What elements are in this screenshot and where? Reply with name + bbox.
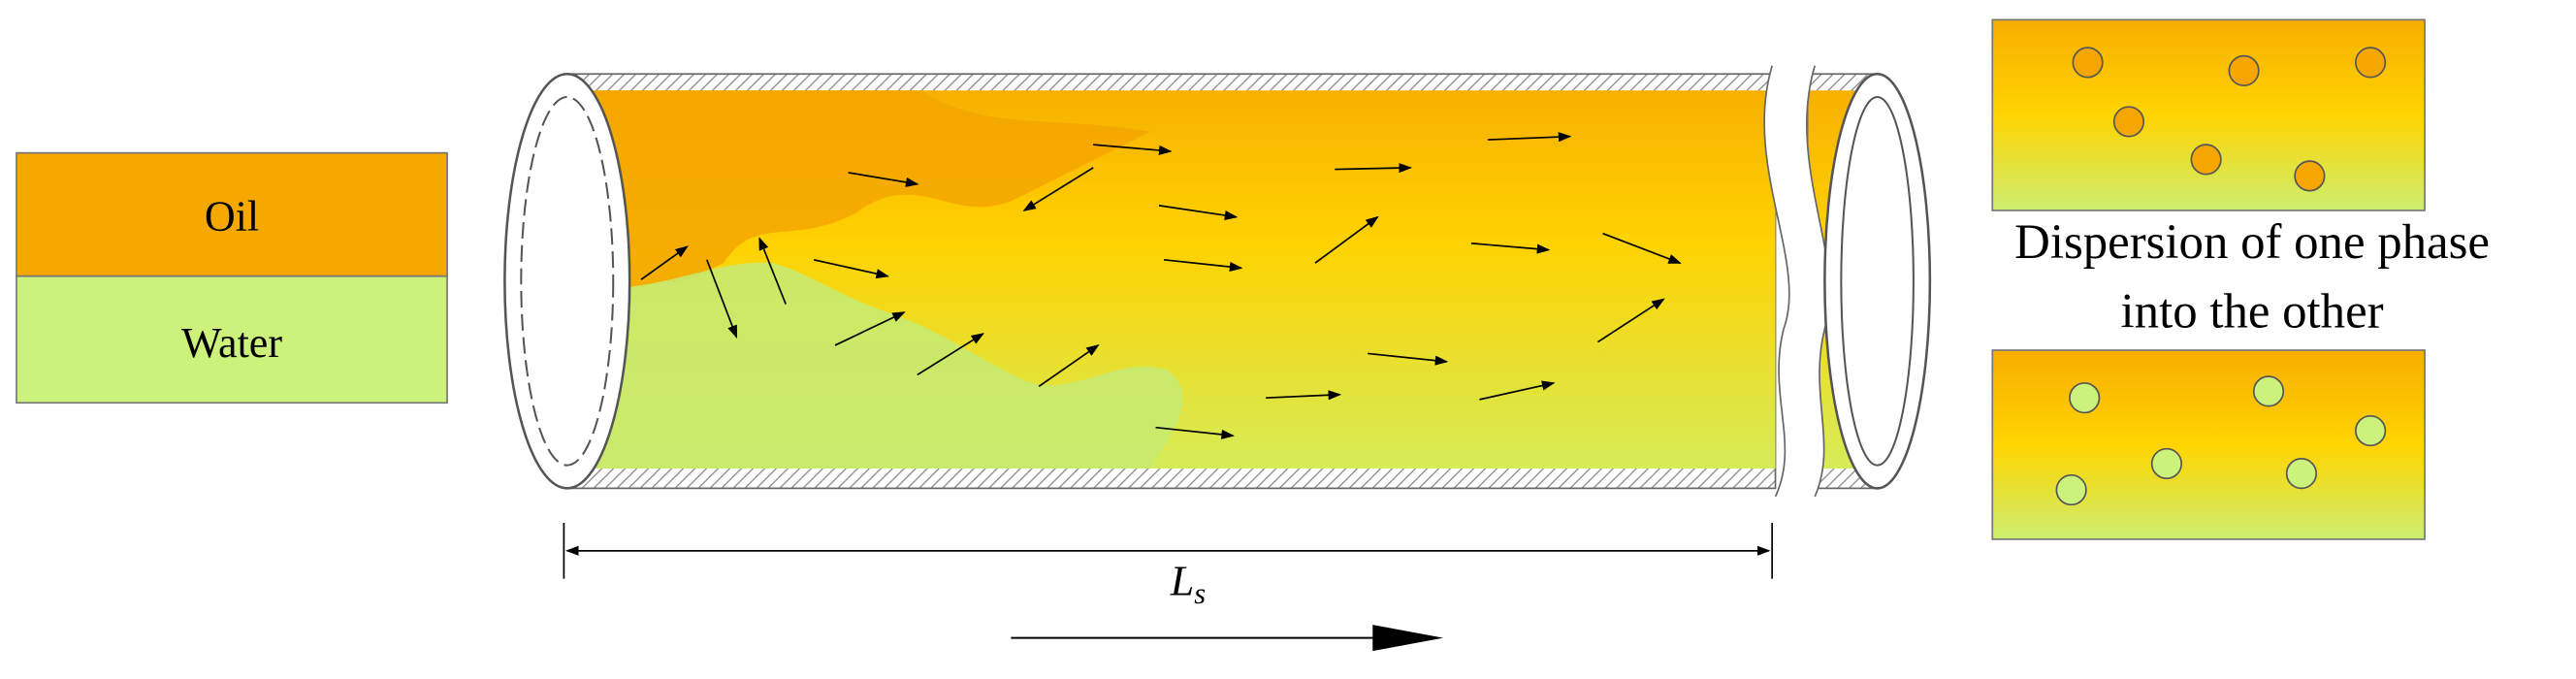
legend-water-swatch: [16, 275, 448, 404]
length-label-main: L: [1170, 558, 1195, 605]
caption-line-2: into the other: [2121, 283, 2384, 338]
flow-arrows: [640, 132, 1682, 439]
legend-water-label: Water: [181, 319, 282, 367]
oil-in-water-box: [1991, 18, 2426, 211]
length-label: Ls: [1170, 558, 1206, 610]
water-in-oil-box: [1991, 349, 2426, 540]
legend-oil-swatch: [16, 151, 448, 277]
legend-oil-label: Oil: [205, 192, 259, 240]
length-dimension: Ls: [563, 522, 1773, 610]
caption-line-1: Dispersion of one phase: [2014, 214, 2490, 269]
legend: Oil Water: [16, 151, 448, 404]
pipe: [503, 65, 1932, 498]
flow-direction-arrow: [1011, 625, 1444, 652]
length-label-sub: s: [1194, 577, 1206, 610]
